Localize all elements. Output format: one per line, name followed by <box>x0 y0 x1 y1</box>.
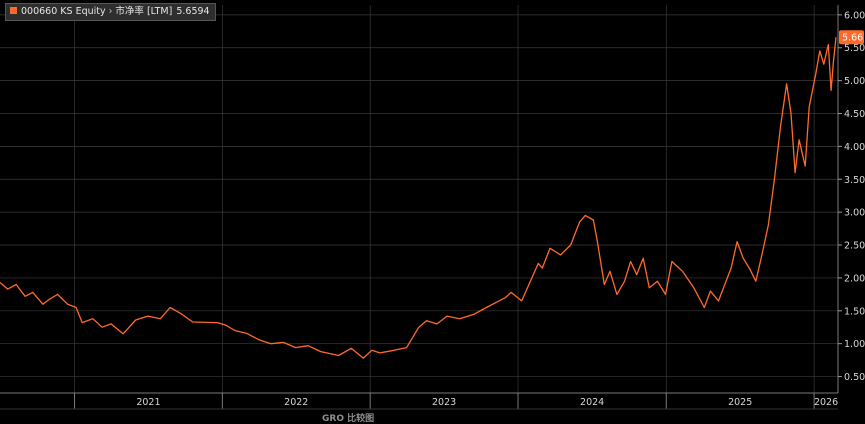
y-tick-label: 6.00 <box>844 10 865 21</box>
y-axis: 0.50 1.00 1.50 2.00 2.50 3.00 3.50 4.00 4.50 5.00… <box>838 10 865 383</box>
last-value-badge-label: 5.66 <box>842 33 863 44</box>
legend-swatch <box>10 7 17 14</box>
legend-metric: 市净率 [LTM] <box>115 6 173 17</box>
chart-legend[interactable]: 000660 KS Equity › 市净率 [LTM] 5.6594 <box>5 3 216 21</box>
y-tick-label: 1.00 <box>844 339 865 350</box>
gridlines <box>0 5 838 393</box>
y-tick-label: 1.50 <box>844 306 865 317</box>
series-layer <box>0 37 837 359</box>
last-value-badge: 5.66 <box>839 30 864 45</box>
y-tick-label: 3.00 <box>844 208 865 219</box>
x-tick-label: 2022 <box>284 397 308 408</box>
chevron-right-icon: › <box>108 6 113 17</box>
x-tick-label: 2021 <box>136 397 160 408</box>
y-tick-label: 0.50 <box>844 372 865 383</box>
y-tick-label: 2.50 <box>844 241 865 252</box>
x-tick-label: 2026 <box>814 397 838 408</box>
last-value-badge-bg <box>839 30 864 45</box>
footer-label: GRO 比较图 <box>322 414 375 424</box>
y-tick-label: 3.50 <box>844 175 865 186</box>
x-tick-label: 2024 <box>580 397 604 408</box>
legend-ticker: 000660 KS Equity <box>21 6 106 17</box>
x-tick-label: 2025 <box>728 397 752 408</box>
series-line <box>0 37 837 359</box>
legend-value: 5.6594 <box>176 6 210 17</box>
y-tick-label: 2.00 <box>844 273 865 284</box>
y-tick-label: 4.00 <box>844 142 865 153</box>
y-tick-label: 4.50 <box>844 109 865 120</box>
x-tick-label: 2023 <box>432 397 456 408</box>
y-tick-label: 5.50 <box>844 43 865 54</box>
y-tick-label: 5.00 <box>844 76 865 87</box>
x-axis: 2021 2022 2023 2024 2025 2026 <box>0 5 839 410</box>
